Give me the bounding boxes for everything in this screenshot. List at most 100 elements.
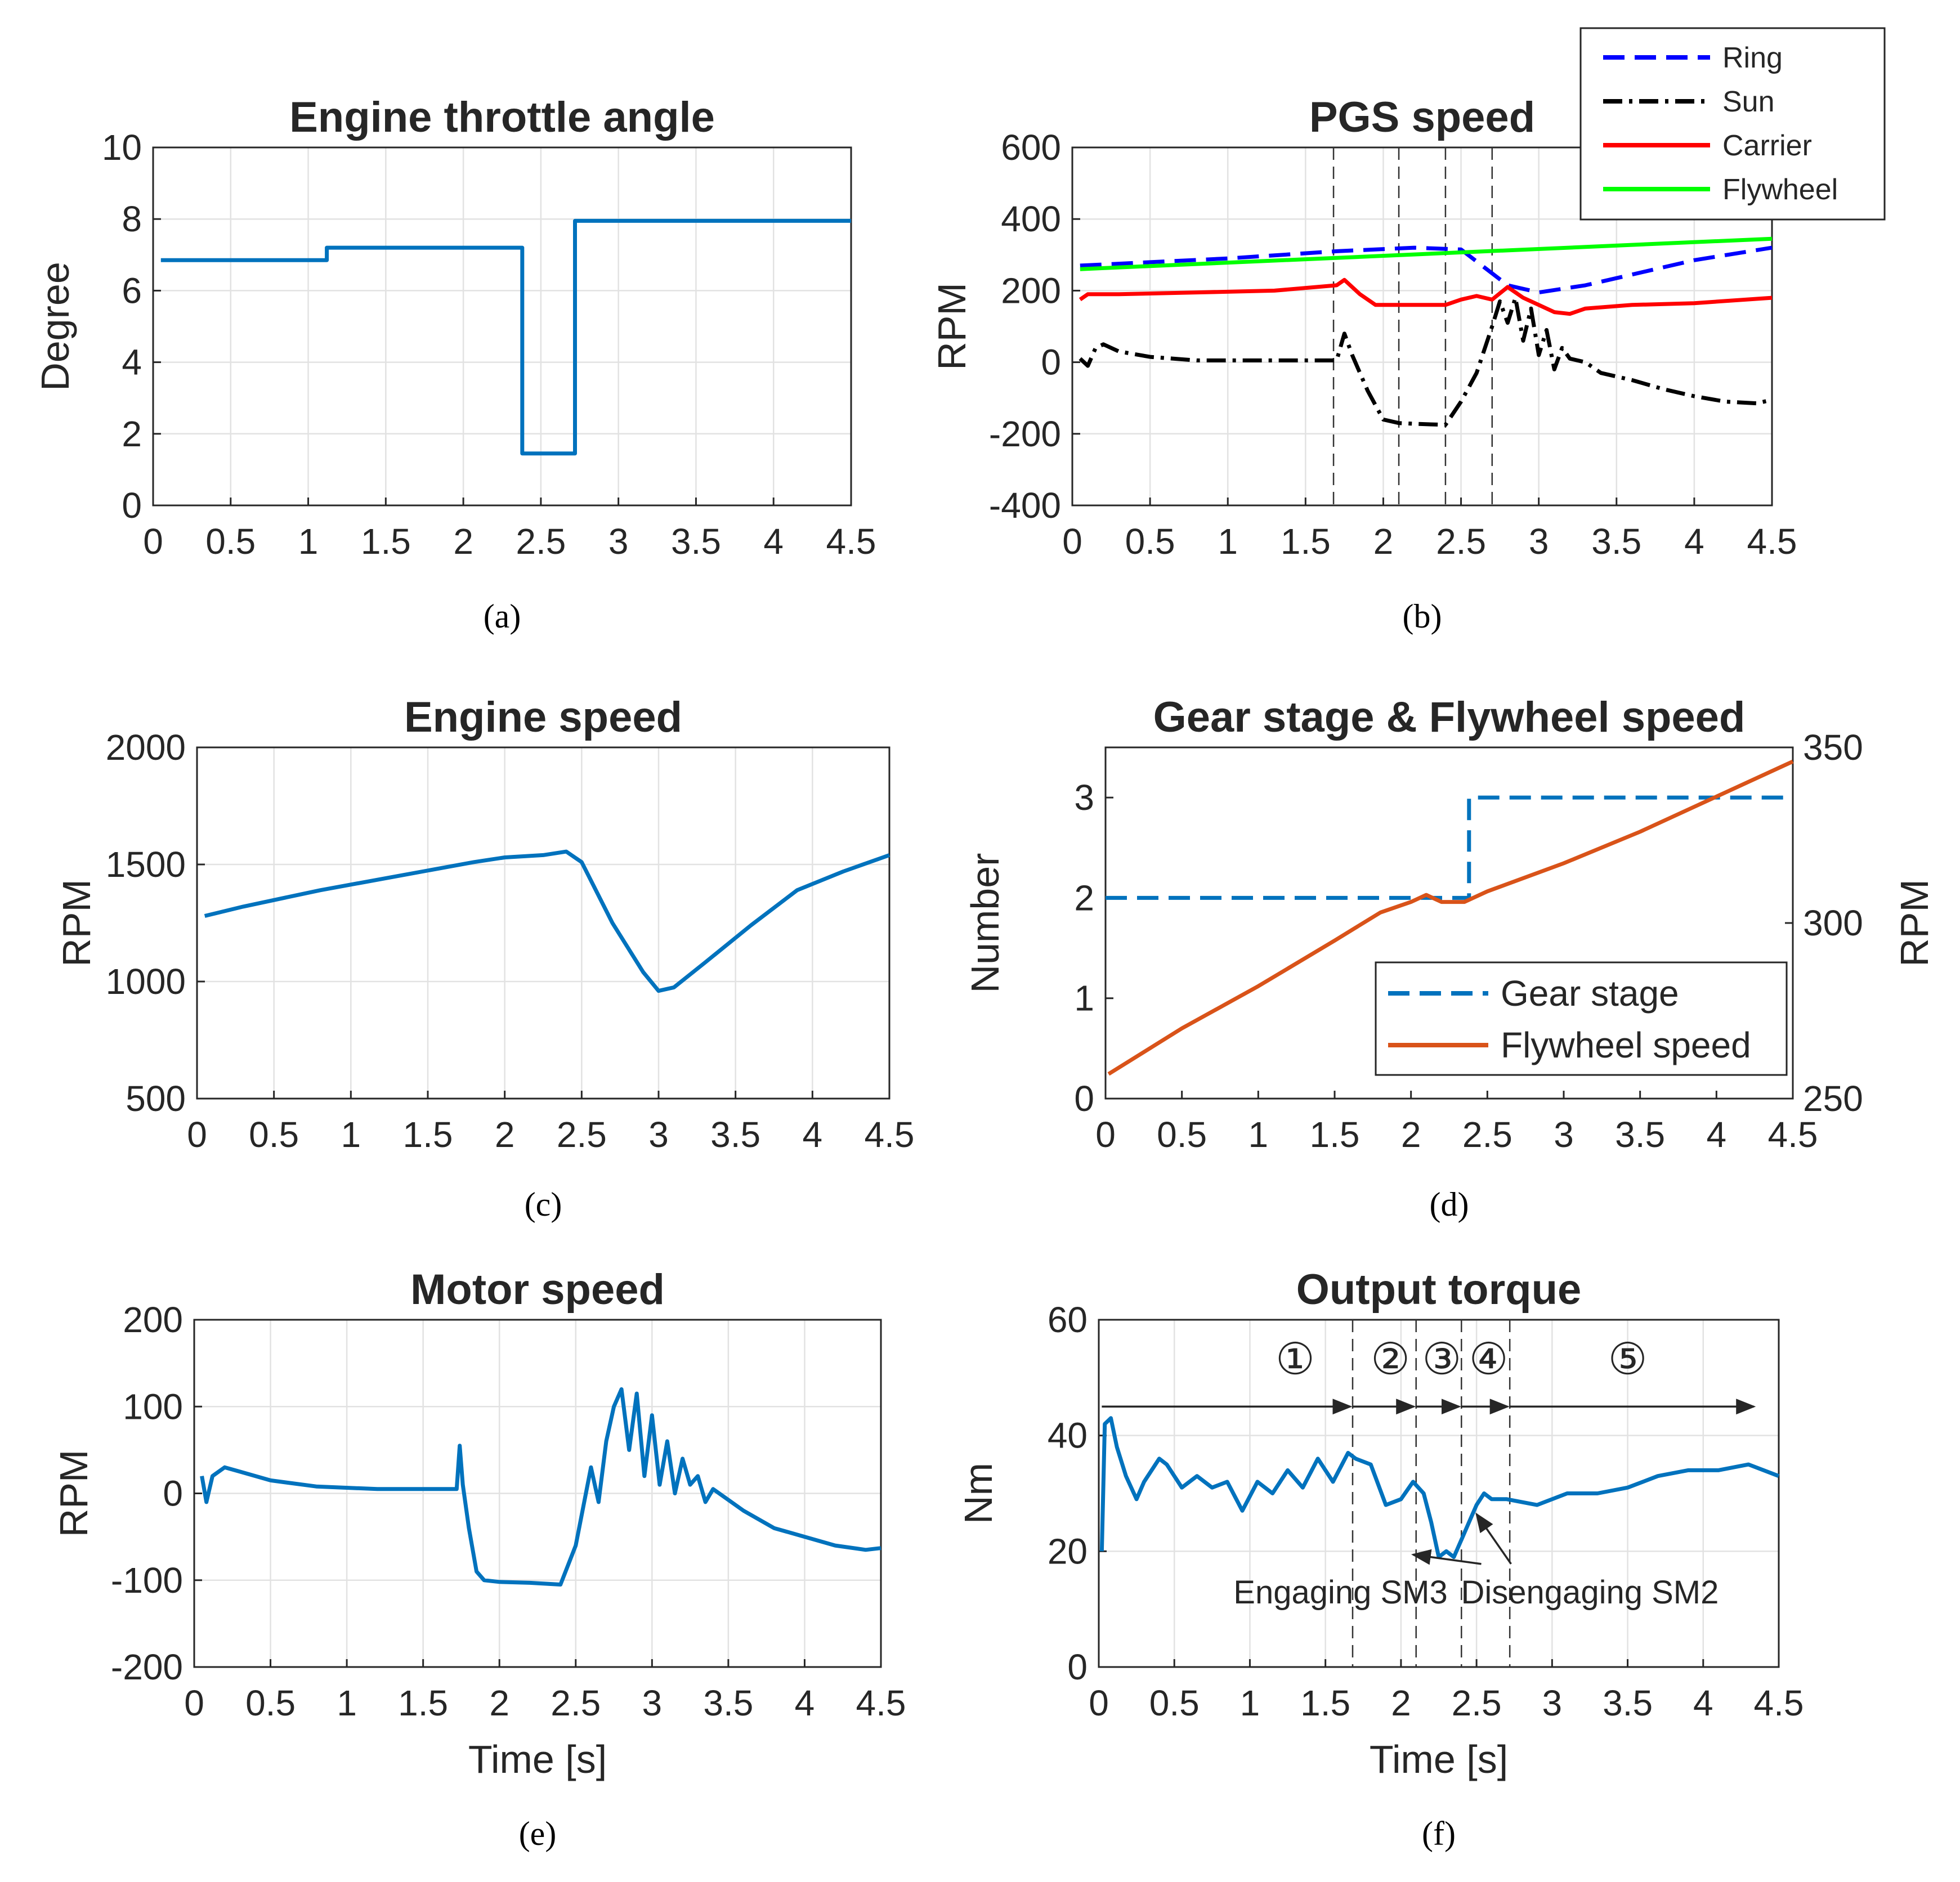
panel-caption: (b) [1403,598,1442,635]
series-gear-stage-line [1106,795,1793,900]
y-axis-label: Number [963,853,1007,993]
series-output-torque-line [1099,1416,1780,1560]
phase-label-5: ⑤ [1608,1334,1648,1384]
x-axis-label: Time [s] [1370,1737,1508,1781]
x-tick-label: 3 [1542,1683,1563,1723]
chart-title: Engine speed [404,693,682,741]
annotation-label-2: Disengaging SM2 [1461,1574,1719,1611]
y-tick-label: 40 [1048,1415,1088,1456]
x-tick-label: 3.5 [710,1114,760,1155]
panel-f: 0 0.5 1 1.5 2 2.5 3 3.5 4 4.5 0 20 40 60 Output torque… [956,1266,1804,1852]
y-tick-label: -200 [989,414,1061,454]
y-tick-label: 0 [122,485,142,526]
x-tick-label: 1 [1240,1683,1260,1723]
series-throttle-line [160,218,851,456]
x-tick-label: 3.5 [1591,521,1641,562]
x-tick-label: 1.5 [1300,1683,1350,1723]
x-tick-label: 4.5 [1754,1683,1804,1723]
x-tick-label: 0.5 [1157,1114,1207,1155]
x-tick-label: 4 [1707,1114,1727,1155]
series-engine-speed-line [204,849,890,993]
y-tick-label: 0 [163,1473,183,1514]
x-tick-label: 1 [1218,521,1238,562]
x-tick-label: 1 [341,1114,361,1155]
y-axis-label: RPM [930,283,974,370]
y-tick-label: 600 [1001,127,1061,168]
y-right-tick-label: 300 [1803,903,1863,943]
panel-a: 0 0.5 1 1.5 2 2.5 3 3.5 4 4.5 0 2 4 6 8 10 Engine thrott… [33,93,876,635]
x-tick-label: 4.5 [856,1683,906,1723]
x-tick-label: 2.5 [1436,521,1486,562]
x-tick-label: 0 [184,1683,204,1723]
x-tick-label: 1 [337,1683,357,1723]
y-tick-label: -100 [111,1560,183,1601]
series-sun-line [1079,295,1773,427]
y-axis-label: RPM [55,879,99,967]
y-axis-label: Degree [33,262,77,391]
phase-label-4: ④ [1469,1334,1509,1384]
x-tick-label: 2.5 [516,521,566,562]
x-tick-label: 0 [187,1114,207,1155]
panel-b: 0 0.5 1 1.5 2 2.5 3 3.5 4 4.5 -400 -200 0 200 400 600 PG… [930,27,1886,635]
annotation-arrow-2 [1475,1512,1512,1565]
x-tick-label: 2 [1401,1114,1421,1155]
phase-label-3: ③ [1422,1334,1461,1384]
panel-c: 0 0.5 1 1.5 2 2.5 3 3.5 4 4.5 500 1000 1500 2000 Engin… [55,693,914,1223]
chart-title: Gear stage & Flywheel speed [1153,693,1746,741]
series-carrier-line [1079,277,1773,316]
x-tick-label: 2 [1373,521,1394,562]
x-tick-label: 0.5 [1149,1683,1200,1723]
legend-label-ring: Ring [1722,42,1783,74]
panel-e: 0 0.5 1 1.5 2 2.5 3 3.5 4 4.5 -200 -100 0 100 200 Motor… [52,1266,906,1852]
x-tick-label: 2.5 [1452,1683,1502,1723]
x-tick-label: 4 [1693,1683,1713,1723]
y-tick-label: 200 [123,1300,183,1340]
x-tick-label: 4.5 [1768,1114,1818,1155]
y-tick-label: 500 [126,1078,186,1119]
x-tick-label: 3.5 [1603,1683,1653,1723]
y-tick-label: 0 [1041,342,1061,383]
y-tick-label: 2 [122,414,142,454]
y-axis-label: RPM [52,1450,96,1538]
y-tick-label: 1 [1074,978,1094,1019]
x-tick-label: 2.5 [1462,1114,1512,1155]
x-tick-label: 0.5 [1125,521,1175,562]
x-tick-label: 2 [453,521,473,562]
plot-area [196,746,890,1100]
x-tick-label: 3 [608,521,629,562]
y-tick-label: -200 [111,1647,183,1687]
x-tick-label: 1 [1249,1114,1269,1155]
phase-label-2: ② [1371,1334,1410,1384]
y-axis-label: Nm [956,1463,1000,1524]
x-tick-label: 4.5 [826,521,876,562]
y-tick-label: 1000 [106,961,186,1002]
y-tick-label: 400 [1001,199,1061,239]
x-tick-label: 3 [1554,1114,1574,1155]
x-tick-label: 0 [1062,521,1082,562]
x-tick-label: 0 [1089,1683,1109,1723]
x-tick-label: 0 [143,521,163,562]
plot-area [1071,146,1773,507]
x-tick-label: 3 [648,1114,669,1155]
x-tick-label: 4 [763,521,784,562]
y-tick-label: 6 [122,270,142,311]
legend-box [1579,27,1886,221]
x-tick-label: 1.5 [361,521,411,562]
y-tick-label: 20 [1048,1531,1088,1571]
series-motor-speed-line [200,1387,881,1587]
x-tick-label: 3 [1529,521,1549,562]
x-tick-label: 1.5 [1281,521,1331,562]
y-tick-label: 3 [1074,777,1094,818]
x-tick-label: 1.5 [1310,1114,1360,1155]
phase-label-1: ① [1276,1334,1315,1384]
series-flywheel-line [1080,236,1773,271]
y-tick-label: 2000 [106,727,186,768]
legend-label-flywheel: Flywheel [1722,173,1838,206]
panel-caption: (c) [525,1186,562,1223]
panel-caption: (f) [1422,1815,1456,1852]
y-tick-label: 60 [1048,1300,1088,1340]
x-tick-label: 0 [1095,1114,1116,1155]
chart-title: PGS speed [1309,93,1535,141]
y-axis-label-right: RPM [1892,879,1936,967]
